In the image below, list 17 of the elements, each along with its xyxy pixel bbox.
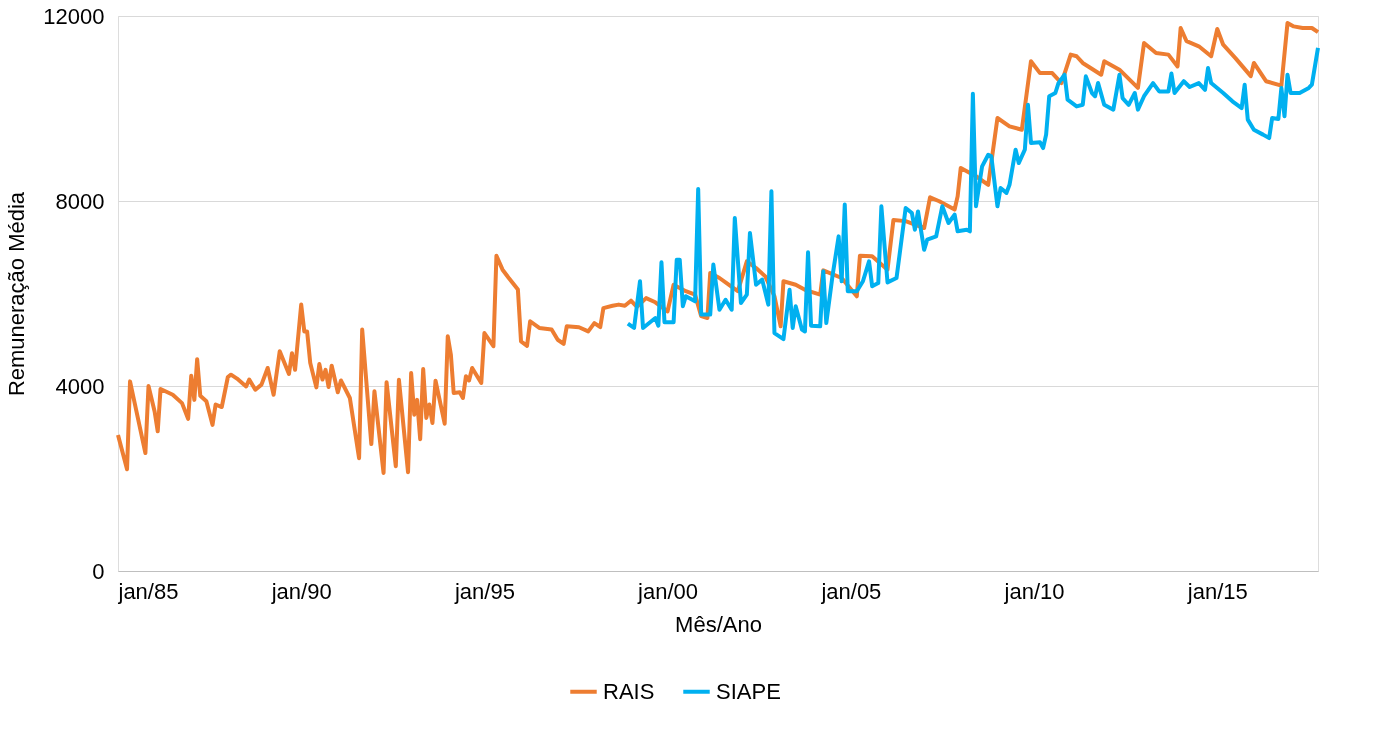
y-tick-label: 8000 xyxy=(55,188,105,214)
x-tick-label: jan/15 xyxy=(1186,578,1248,604)
y-axis-title: Remuneração Média xyxy=(4,191,30,397)
y-tick-label: 0 xyxy=(92,558,105,584)
legend-label: RAIS xyxy=(603,678,655,704)
x-tick-label: jan/05 xyxy=(820,578,882,604)
x-tick-label: jan/10 xyxy=(1003,578,1065,604)
x-tick-label: jan/95 xyxy=(453,578,515,604)
y-tick-label: 12000 xyxy=(43,3,105,29)
x-tick-label: jan/90 xyxy=(270,578,332,604)
line-series xyxy=(625,45,1320,342)
x-tick-label: jan/85 xyxy=(117,578,179,604)
legend-label: SIAPE xyxy=(716,678,781,704)
x-tick-label: jan/00 xyxy=(637,578,699,604)
y-tick-label: 4000 xyxy=(55,373,105,399)
x-axis-title: Mês/Ano xyxy=(675,611,762,637)
line-series xyxy=(116,20,1320,475)
